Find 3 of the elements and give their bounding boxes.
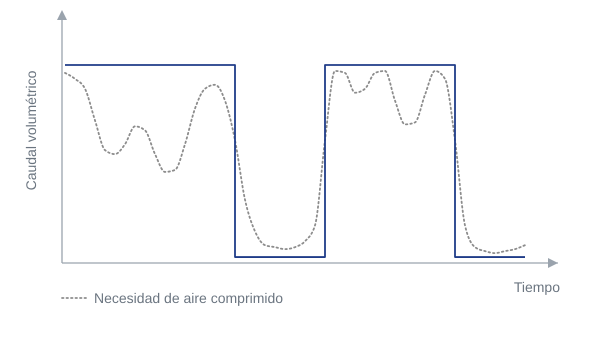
x-axis-title: Tiempo [514,279,560,295]
y-axis-title: Caudal volumétrico [23,70,39,190]
legend-label: Necesidad de aire comprimido [94,290,284,306]
